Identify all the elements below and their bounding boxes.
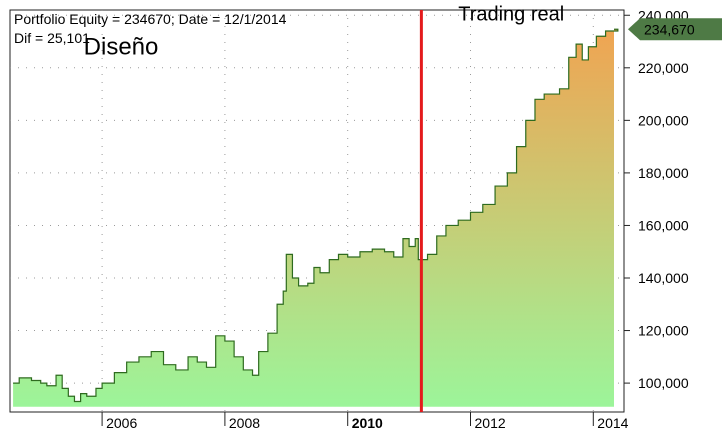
y-tick-label: 160,000: [638, 217, 689, 233]
current-value-badge: [628, 18, 722, 41]
y-axis: 100,000 120,000 140,000 160,000 180,000 200,0…: [624, 7, 689, 391]
header-dif-line: Dif = 25,101: [14, 30, 90, 46]
current-value-marker: 234,670: [628, 18, 722, 41]
y-tick-label: 200,000: [638, 112, 689, 128]
x-tick-label: 2012: [475, 415, 506, 431]
y-tick-label: 120,000: [638, 323, 689, 339]
plot-border: [9, 9, 625, 413]
annotation-trading-real: Trading real: [458, 4, 564, 26]
annotations: Diseño Trading real: [84, 4, 565, 61]
y-tick-label: 180,000: [638, 165, 689, 181]
x-tick-label: 2014: [597, 415, 628, 431]
y-tick-label: 140,000: [638, 270, 689, 286]
x-tick-label: 2006: [106, 415, 137, 431]
x-axis: 2006 2008 2010 2012 2014: [101, 412, 629, 431]
equity-area: [13, 29, 618, 407]
y-tick-label: 220,000: [638, 60, 689, 76]
current-value-label: 234,670: [644, 21, 695, 37]
equity-line: [13, 28, 619, 403]
header-equity-line: Portfolio Equity = 234670; Date = 12/1/2…: [14, 11, 287, 27]
y-tick-label: 100,000: [638, 375, 689, 391]
x-tick-label: 2010: [352, 415, 383, 431]
x-tick-label: 2008: [229, 415, 260, 431]
equity-line-path: [13, 28, 619, 403]
annotation-diseno: Diseño: [84, 34, 159, 61]
equity-area-fill: [13, 29, 618, 407]
